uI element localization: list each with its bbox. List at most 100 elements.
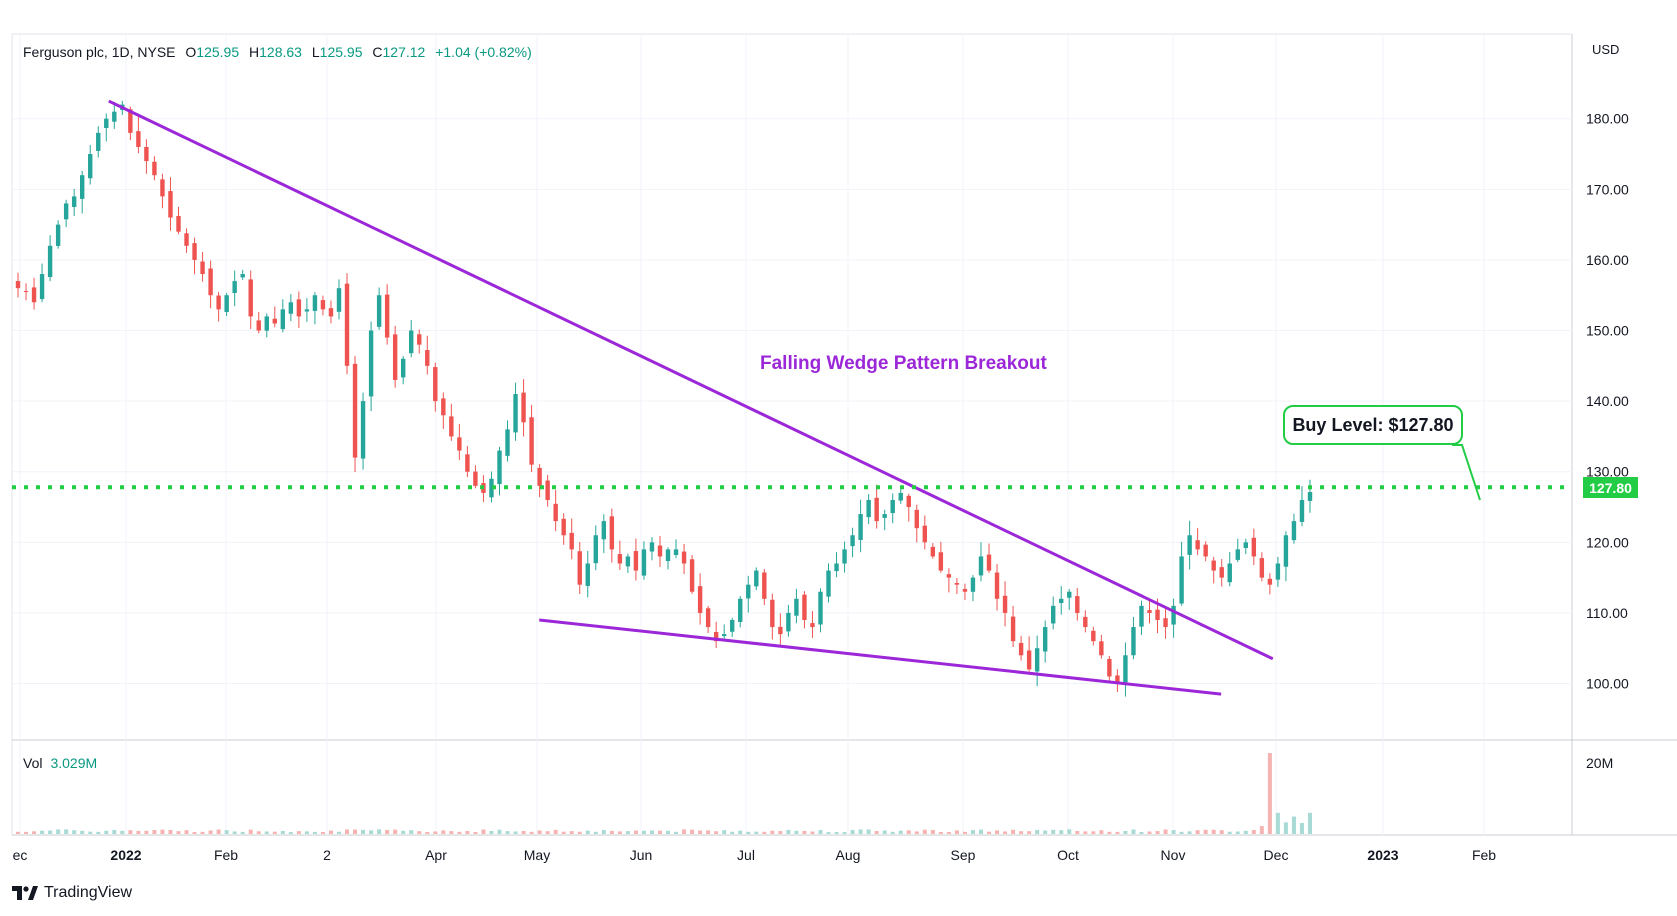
candle-body — [962, 588, 968, 592]
candle-body — [1010, 616, 1016, 642]
symbol-title: Ferguson plc, 1D, NYSE — [23, 44, 176, 60]
candle-body — [336, 288, 342, 312]
candle-body — [63, 203, 69, 220]
volume-bar — [497, 829, 502, 834]
candle-body — [810, 623, 815, 628]
candle-body — [368, 330, 374, 397]
pattern-label[interactable]: Falling Wedge Pattern Breakout — [760, 353, 1047, 374]
volume-bar — [1243, 830, 1248, 834]
change-value: +1.04 (+0.82%) — [435, 44, 532, 60]
grid — [11, 33, 1677, 836]
candle-body — [55, 224, 61, 246]
volume-bar — [1203, 829, 1208, 834]
volume-bar — [617, 831, 622, 834]
candle-body — [994, 572, 1000, 599]
volume-bar — [1099, 830, 1104, 834]
candle-body — [874, 497, 879, 522]
volume-bar — [1019, 831, 1024, 834]
volume-bar — [1011, 829, 1016, 834]
volume-bar — [706, 830, 711, 834]
candle-body — [1131, 627, 1136, 656]
candle-body — [176, 215, 181, 232]
candle-body — [1075, 596, 1080, 613]
candle-body — [585, 563, 590, 586]
time-tick-label: Jun — [630, 847, 653, 863]
volume-bar — [1251, 829, 1256, 834]
volume-bar — [248, 829, 253, 834]
volume-bar — [16, 831, 20, 834]
volume-bar — [120, 830, 125, 834]
candle-body — [1243, 542, 1249, 549]
volume-bar — [489, 830, 494, 834]
candle-body — [705, 608, 711, 628]
volume-bar — [585, 830, 590, 834]
volume-bar — [280, 830, 285, 834]
candle-body — [425, 350, 430, 366]
tradingview-logo[interactable]: TradingView — [12, 884, 132, 902]
volume-bar — [32, 831, 37, 834]
candle-body — [1195, 540, 1200, 550]
candle-body — [232, 281, 237, 293]
price-tick-label: 170.00 — [1586, 181, 1629, 197]
candle-body — [505, 429, 510, 456]
volume-bar — [1067, 829, 1072, 834]
candle-body — [657, 545, 663, 557]
volume-bar — [842, 832, 847, 834]
candle-body — [1002, 595, 1008, 613]
buy-level-callout[interactable]: Buy Level: $127.80 — [1283, 405, 1463, 445]
candle-body — [1171, 605, 1176, 625]
volume-bar — [649, 830, 654, 834]
candle-body — [529, 417, 534, 465]
volume-bar — [136, 830, 141, 834]
candle-body — [465, 454, 470, 472]
currency-label[interactable]: USD — [1592, 42, 1620, 57]
volume-bar — [930, 829, 935, 834]
volume-bar — [987, 831, 992, 834]
candle-body — [721, 634, 727, 637]
volume-bar — [224, 830, 229, 834]
candle-body — [802, 594, 807, 620]
candle-body — [112, 111, 117, 122]
candle-body — [1107, 658, 1112, 677]
volume-bar — [80, 830, 85, 834]
volume-bar — [385, 829, 390, 834]
candle-body — [15, 281, 21, 289]
candle-body — [1251, 537, 1257, 557]
candle-body — [360, 401, 366, 459]
candle-body — [778, 626, 783, 635]
volume-bar — [56, 829, 61, 834]
volume-bar — [762, 831, 767, 834]
candle-body — [697, 586, 703, 613]
candle-body — [770, 599, 775, 628]
candle-body — [1227, 563, 1232, 583]
time-tick-label: Dec — [1264, 847, 1289, 863]
candle-body — [184, 233, 189, 246]
volume-bar — [577, 831, 582, 834]
candle-body — [1147, 610, 1152, 613]
volume-bar — [449, 831, 454, 834]
volume-bar — [1003, 831, 1008, 834]
candle-body — [71, 196, 77, 207]
candle-body — [79, 175, 85, 199]
candle-body — [344, 283, 350, 366]
volume-bar — [264, 831, 269, 834]
candle-body — [352, 363, 358, 458]
candle-body — [593, 535, 598, 564]
volume-bar — [666, 830, 671, 834]
candle-body — [625, 556, 631, 567]
candle-body — [256, 320, 261, 331]
volume-bar — [1308, 812, 1312, 834]
volume-bars — [16, 753, 1312, 834]
candle-body — [136, 131, 141, 147]
candle-body — [240, 274, 245, 278]
candle-body — [986, 554, 992, 571]
volume-bar — [1275, 812, 1280, 834]
volume-bar — [625, 831, 630, 834]
candle-body — [665, 549, 671, 562]
volume-bar — [1283, 822, 1288, 834]
candle-body — [328, 308, 334, 317]
volume-bar — [1083, 831, 1088, 834]
volume-bar — [505, 831, 510, 834]
volume-bar — [553, 829, 558, 834]
